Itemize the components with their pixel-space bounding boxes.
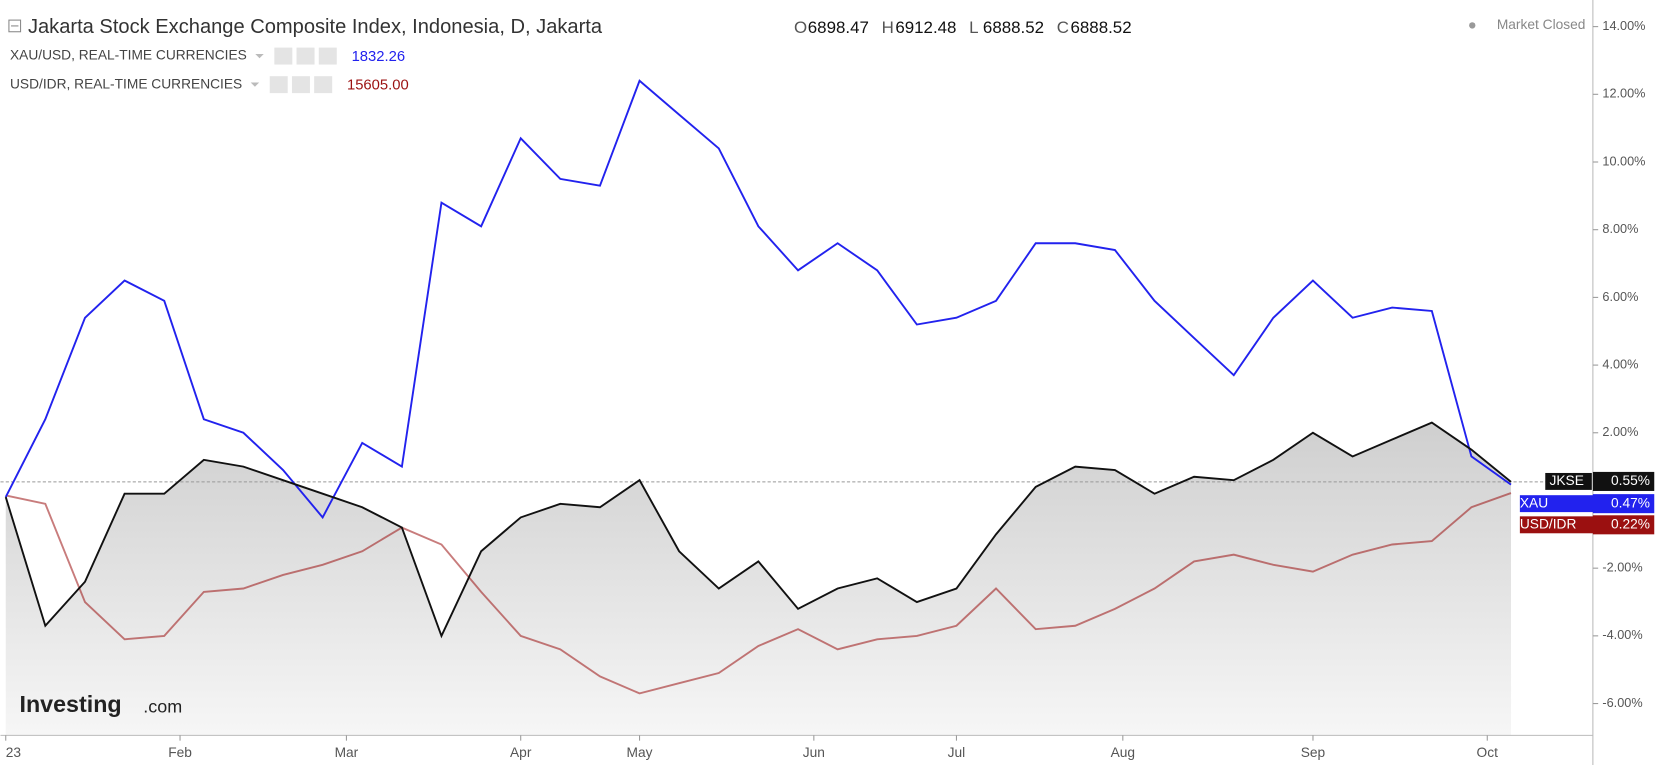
y-tick-label: 8.00%	[1602, 222, 1638, 236]
ohlc-label: O	[794, 18, 807, 37]
x-tick-label: 23	[6, 745, 22, 760]
x-tick-label: Mar	[335, 745, 359, 760]
collapse-icon[interactable]	[8, 19, 22, 33]
x-tick-label: Oct	[1477, 745, 1499, 760]
logo-suffix: .com	[143, 697, 182, 717]
legend-label: XAU/USD, REAL-TIME CURRENCIES	[10, 48, 247, 63]
legend-label: USD/IDR, REAL-TIME CURRENCIES	[10, 76, 242, 91]
plot-area	[0, 79, 1593, 736]
y-tick-label: -4.00%	[1602, 628, 1642, 642]
ohlc-label: L	[969, 18, 978, 37]
end-value-label: 0.47%	[1611, 495, 1650, 510]
header: Jakarta Stock Exchange Composite Index, …	[8, 16, 1586, 38]
x-tick-label: May	[627, 745, 653, 760]
x-tick-label: Aug	[1111, 745, 1135, 760]
dropdown-icon	[255, 53, 264, 59]
name-tag	[1519, 516, 1597, 534]
end-value-label: 0.55%	[1611, 473, 1650, 488]
series-line	[4, 421, 1512, 639]
series-line	[5, 492, 1512, 695]
name-tag	[1545, 472, 1592, 490]
series-name-tag: USD/IDR	[1520, 516, 1577, 531]
status-dot	[1469, 22, 1476, 29]
y-tick-label: 14.00%	[1602, 19, 1645, 33]
y-tick-label: -6.00%	[1602, 696, 1642, 710]
title: Jakarta Stock Exchange Composite Index, …	[28, 16, 603, 38]
x-tick-label: Jul	[948, 745, 966, 760]
ohlc-value: 6888.52	[983, 18, 1044, 37]
x-tick-label: Apr	[510, 745, 532, 760]
ohlc-label: C	[1057, 18, 1069, 37]
name-tag	[1519, 495, 1597, 513]
dropdown-icon	[250, 82, 260, 87]
x-tick-label: Feb	[168, 745, 192, 760]
legend-button[interactable]	[318, 47, 337, 65]
series-name-tag: XAU	[1520, 495, 1548, 510]
y-tick-label: 6.00%	[1602, 290, 1638, 304]
ohlc-value: 6888.52	[1071, 18, 1132, 37]
legend-button[interactable]	[274, 47, 293, 65]
logo: Investing .com	[20, 691, 183, 717]
ohlc-value: 6898.47	[808, 18, 869, 37]
legend-value: 15605.00	[347, 78, 409, 94]
value-tag	[1592, 515, 1655, 535]
series-name-tag: JKSE	[1550, 473, 1584, 488]
legend-value: 1832.26	[352, 49, 405, 65]
legend-button[interactable]	[296, 47, 315, 65]
value-tag	[1592, 471, 1655, 491]
y-tick-label: 2.00%	[1602, 425, 1638, 439]
y-tick-label: -2.00%	[1602, 561, 1642, 575]
y-tick-label: 4.00%	[1602, 357, 1638, 371]
x-tick-label: Sep	[1301, 745, 1326, 760]
legend-button[interactable]	[269, 76, 288, 94]
x-tick-label: Jun	[803, 745, 825, 760]
logo-brand: Investing	[20, 691, 122, 717]
value-tag	[1592, 494, 1655, 514]
legend-button[interactable]	[314, 76, 333, 94]
y-tick-label: 10.00%	[1602, 154, 1645, 168]
end-value-label: 0.22%	[1611, 516, 1650, 531]
series-area	[5, 422, 1512, 736]
legend-button[interactable]	[291, 76, 310, 94]
ohlc-label: H	[882, 18, 894, 37]
market-status: Market Closed	[1497, 17, 1586, 32]
y-tick-label: 12.00%	[1602, 87, 1645, 101]
ohlc-value: 6912.48	[895, 18, 956, 37]
series-line	[4, 79, 1512, 520]
